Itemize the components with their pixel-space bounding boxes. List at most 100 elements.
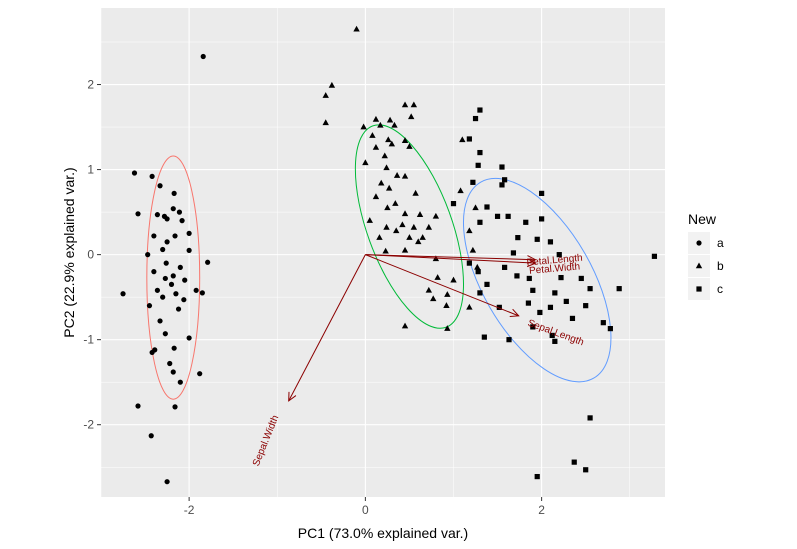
point-b [393, 172, 401, 178]
point-b [328, 81, 336, 88]
point-b [322, 119, 329, 126]
point-b [392, 200, 399, 206]
point-b [369, 132, 376, 138]
point-b [401, 172, 409, 179]
point-c [466, 260, 472, 266]
axis-ticks: -2 0 2 -2 -1 0 1 2 [83, 78, 545, 517]
point-c [475, 269, 481, 275]
point-c [530, 324, 536, 330]
point-a [171, 190, 177, 196]
x-tick-label: 2 [538, 503, 545, 517]
point-c [600, 320, 606, 326]
ellipse-c [462, 177, 612, 383]
point-c [571, 459, 577, 465]
point-a [186, 230, 192, 236]
point-b [377, 121, 384, 128]
point-b [391, 121, 398, 128]
point-c [526, 275, 532, 282]
point-c [583, 303, 589, 309]
point-b [383, 223, 390, 230]
legend-label: a [717, 236, 724, 250]
point-c [651, 253, 658, 259]
point-a [168, 281, 175, 287]
y-tick-label: -1 [83, 333, 94, 347]
point-a [131, 170, 138, 176]
x-tick-label: 0 [362, 503, 369, 517]
point-b [360, 123, 367, 130]
point-a [164, 239, 170, 245]
point-c [510, 250, 517, 256]
arrow-head [509, 308, 520, 317]
arrow-line [288, 254, 366, 402]
point-b [450, 276, 457, 283]
point-a [200, 53, 206, 60]
point-c [587, 415, 593, 421]
point-a [205, 259, 211, 265]
point-c [477, 219, 483, 225]
arrow-line [365, 254, 536, 261]
point-a [148, 433, 154, 439]
point-c [470, 179, 476, 185]
point-a [193, 287, 199, 293]
point-c [525, 300, 532, 306]
point-b [459, 136, 466, 143]
point-c [515, 235, 521, 241]
ellipse-a [146, 155, 201, 400]
point-c [475, 162, 481, 168]
point-c [499, 164, 505, 170]
point-a [135, 403, 141, 409]
y-tick-label: -2 [83, 418, 94, 432]
legend-circle-marker [696, 240, 702, 246]
point-b [372, 143, 380, 150]
point-a [175, 306, 182, 312]
point-b [372, 193, 380, 200]
point-b [322, 92, 329, 98]
point-c [477, 290, 483, 296]
point-a [179, 218, 185, 224]
point-c [539, 216, 545, 222]
point-c [547, 304, 554, 310]
legend: New abc [688, 211, 724, 300]
point-a [160, 246, 166, 253]
y-tick-label: 0 [87, 248, 94, 262]
point-a [120, 291, 126, 297]
point-b [444, 325, 451, 331]
point-c [616, 286, 622, 292]
point-c [484, 281, 490, 287]
point-a [162, 275, 168, 282]
point-b [383, 164, 390, 171]
point-c [539, 190, 545, 196]
y-tick-label: 1 [87, 163, 94, 177]
point-b [376, 234, 383, 240]
point-b [415, 238, 422, 245]
point-a [151, 269, 157, 275]
point-c [563, 298, 569, 304]
point-a [172, 404, 178, 410]
point-a [177, 379, 183, 385]
point-a [162, 331, 168, 337]
point-a [173, 291, 179, 297]
point-b [401, 322, 409, 329]
point-b [434, 274, 441, 280]
point-b [406, 234, 413, 240]
point-a [199, 290, 205, 296]
point-a [164, 216, 170, 222]
point-a [170, 206, 176, 212]
ellipse-b [354, 124, 465, 329]
point-b [401, 101, 409, 108]
point-b [416, 211, 424, 217]
point-c [583, 467, 589, 473]
point-c [558, 274, 564, 281]
point-c [506, 337, 512, 343]
point-c [547, 239, 554, 245]
point-b [410, 223, 418, 230]
point-b [408, 113, 415, 120]
point-a [149, 349, 155, 356]
point-b [386, 116, 394, 123]
point-a [149, 173, 155, 179]
point-a [146, 303, 153, 309]
point-c [484, 204, 490, 210]
x-tick-label: -2 [184, 503, 195, 517]
arrow-line [365, 254, 519, 317]
point-b [430, 295, 437, 302]
